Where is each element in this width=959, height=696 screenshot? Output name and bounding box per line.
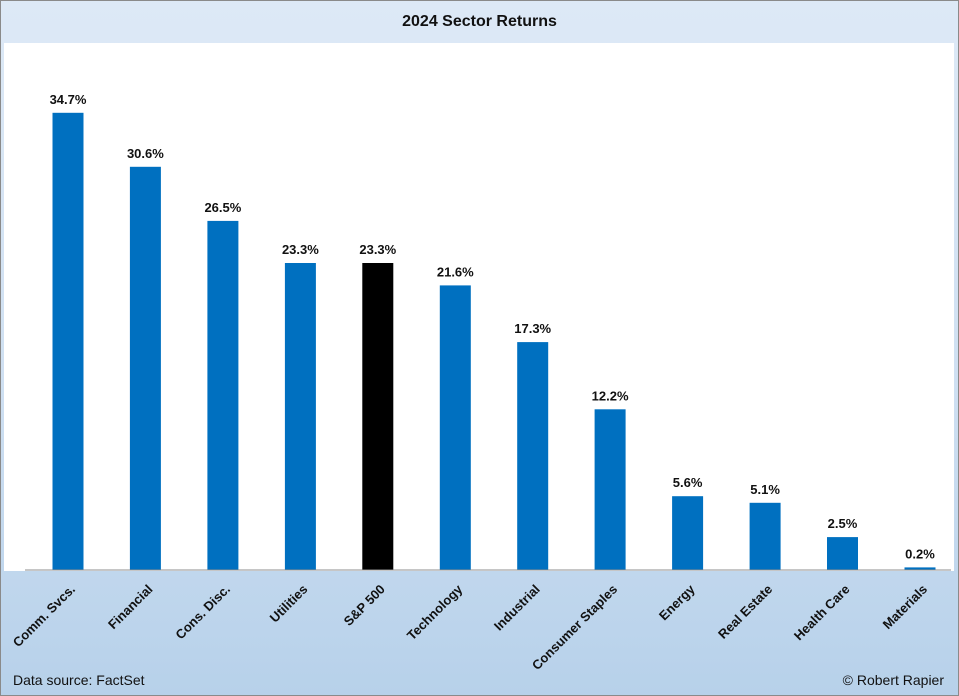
value-label-consumer-staples: 12.2%	[592, 388, 629, 403]
value-label-energy: 5.6%	[673, 475, 703, 490]
value-label-technology: 21.6%	[437, 264, 474, 279]
category-label-comm-svcs: Comm. Svcs.	[10, 582, 78, 650]
bar-industrial	[517, 342, 549, 570]
value-label-comm-svcs: 34.7%	[50, 92, 87, 107]
category-label-s-p-500: S&P 500	[341, 582, 388, 629]
category-label-energy: Energy	[656, 581, 698, 623]
bar-real-estate	[749, 502, 781, 570]
bar-cons-disc	[207, 220, 239, 570]
bar-health-care	[827, 537, 858, 570]
chart-title: 2024 Sector Returns	[402, 13, 557, 30]
bar-s-p-500	[362, 263, 394, 570]
value-label-industrial: 17.3%	[514, 321, 551, 336]
category-label-utilities: Utilities	[267, 582, 311, 626]
category-label-health-care: Health Care	[791, 582, 853, 644]
bar-comm-svcs	[52, 112, 84, 571]
value-label-health-care: 2.5%	[828, 516, 858, 531]
category-label-real-estate: Real Estate	[715, 582, 775, 642]
value-label-materials: 0.2%	[905, 546, 935, 561]
category-label-consumer-staples: Consumer Staples	[529, 582, 620, 673]
plot-area	[4, 43, 954, 571]
value-label-utilities: 23.3%	[282, 242, 319, 257]
category-label-financial: Financial	[105, 582, 155, 632]
bar-energy	[672, 496, 704, 570]
category-label-technology: Technology	[404, 581, 466, 643]
bar-financial	[129, 166, 161, 571]
value-label-s-p-500: 23.3%	[359, 242, 396, 257]
value-label-financial: 30.6%	[127, 146, 164, 161]
data-source-note: Data source: FactSet	[13, 672, 145, 688]
value-label-real-estate: 5.1%	[750, 482, 780, 497]
bar-consumer-staples	[594, 409, 626, 570]
value-label-cons-disc: 26.5%	[204, 200, 241, 215]
bar-utilities	[284, 263, 316, 570]
category-label-cons-disc: Cons. Disc.	[172, 582, 233, 643]
bar-materials	[904, 567, 936, 570]
copyright-note: © Robert Rapier	[842, 672, 944, 688]
category-label-materials: Materials	[880, 582, 930, 632]
bar-technology	[439, 285, 471, 570]
category-label-industrial: Industrial	[491, 582, 543, 634]
